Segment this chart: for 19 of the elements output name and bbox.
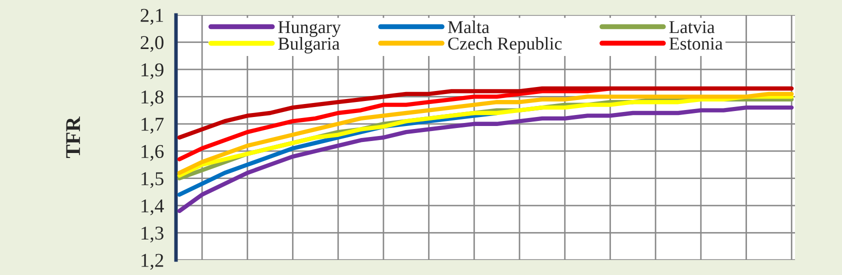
y-tick-label: 1,5	[142, 172, 164, 188]
y-axis-title: TFR	[66, 116, 80, 158]
line-series	[177, 86, 794, 140]
legend-label: Malta	[448, 20, 490, 34]
legend-label: Czech Republic	[448, 37, 562, 54]
y-tick-label: 2,0	[140, 36, 164, 52]
line-series	[177, 105, 794, 214]
y-tick-label: 1,6	[142, 144, 164, 161]
y-tick-label: 1,2	[142, 254, 164, 270]
legend-label: Bulgaria	[278, 37, 340, 54]
legend-label: Latvia	[669, 21, 715, 34]
y-tick-label: 1,7	[142, 118, 164, 134]
y-tick-label: 1,3	[142, 226, 164, 243]
legend-label: Estonia	[669, 38, 723, 50]
y-tick-label: 2,1	[140, 8, 164, 25]
legend-label: Hungary	[278, 21, 341, 37]
y-tick-label: 1,4	[142, 199, 164, 216]
y-tick-label: 1,9	[142, 63, 164, 80]
y-tick-label: 1,8	[142, 90, 164, 106]
